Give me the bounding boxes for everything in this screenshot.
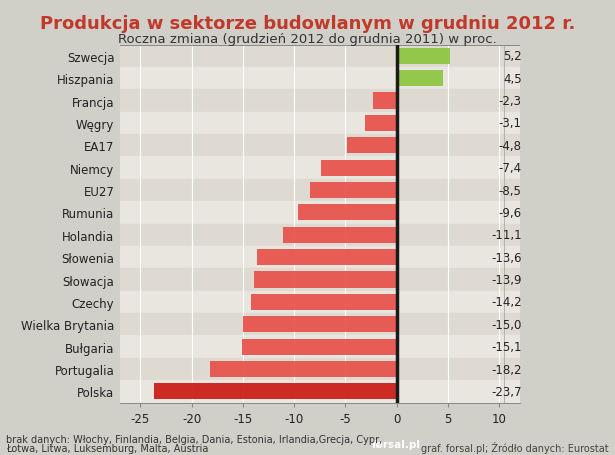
Bar: [120, 269, 520, 291]
Text: graf. forsal.pl; Źródło danych: Eurostat: graf. forsal.pl; Źródło danych: Eurostat: [421, 441, 609, 453]
Text: -8,5: -8,5: [499, 184, 522, 197]
Bar: [120, 68, 520, 90]
Text: Produkcja w sektorze budowlanym w grudniu 2012 r.: Produkcja w sektorze budowlanym w grudni…: [40, 15, 575, 32]
Text: brak danych: Włochy, Finlandia, Belgia, Dania, Estonia, Irlandia,Grecja, Cypr,: brak danych: Włochy, Finlandia, Belgia, …: [6, 434, 383, 444]
Bar: [120, 247, 520, 269]
Text: -7,4: -7,4: [499, 162, 522, 175]
Bar: [373, 93, 397, 109]
Bar: [120, 112, 520, 135]
Text: -2,3: -2,3: [499, 95, 522, 108]
Text: -3,1: -3,1: [499, 117, 522, 130]
Bar: [120, 291, 520, 313]
Text: -13,9: -13,9: [491, 273, 522, 286]
Bar: [210, 361, 397, 377]
Bar: [365, 116, 397, 131]
Bar: [120, 336, 520, 358]
Bar: [120, 46, 520, 68]
Bar: [309, 182, 397, 199]
Text: 4,5: 4,5: [503, 72, 522, 86]
Bar: [298, 205, 397, 221]
Bar: [120, 157, 520, 179]
Bar: [120, 224, 520, 247]
Text: -9,6: -9,6: [499, 207, 522, 219]
Bar: [154, 384, 397, 399]
Text: Łotwa, Litwa, Luksemburg, Malta, Austria: Łotwa, Litwa, Luksemburg, Malta, Austria: [6, 443, 208, 453]
Bar: [120, 135, 520, 157]
Text: -4,8: -4,8: [499, 140, 522, 152]
Bar: [251, 294, 397, 310]
Bar: [397, 71, 443, 87]
Text: Roczna zmiana (grudzień 2012 do grudnia 2011) w proc.: Roczna zmiana (grudzień 2012 do grudnia …: [118, 33, 497, 46]
Text: -18,2: -18,2: [491, 363, 522, 376]
Bar: [243, 317, 397, 333]
Text: -15,1: -15,1: [491, 340, 522, 354]
Bar: [120, 202, 520, 224]
Text: -23,7: -23,7: [491, 385, 522, 398]
Bar: [347, 138, 397, 154]
Text: -11,1: -11,1: [491, 229, 522, 242]
Bar: [257, 249, 397, 266]
Text: -14,2: -14,2: [491, 296, 522, 308]
Text: -15,0: -15,0: [491, 318, 522, 331]
Bar: [283, 227, 397, 243]
Bar: [120, 90, 520, 112]
Bar: [254, 272, 397, 288]
Bar: [120, 179, 520, 202]
Text: 5,2: 5,2: [503, 50, 522, 63]
Text: -13,6: -13,6: [491, 251, 522, 264]
Text: førsal.pl: førsal.pl: [372, 439, 421, 449]
Bar: [120, 313, 520, 336]
Bar: [397, 49, 450, 65]
Bar: [242, 339, 397, 355]
Bar: [120, 380, 520, 403]
Bar: [120, 358, 520, 380]
Bar: [321, 160, 397, 177]
